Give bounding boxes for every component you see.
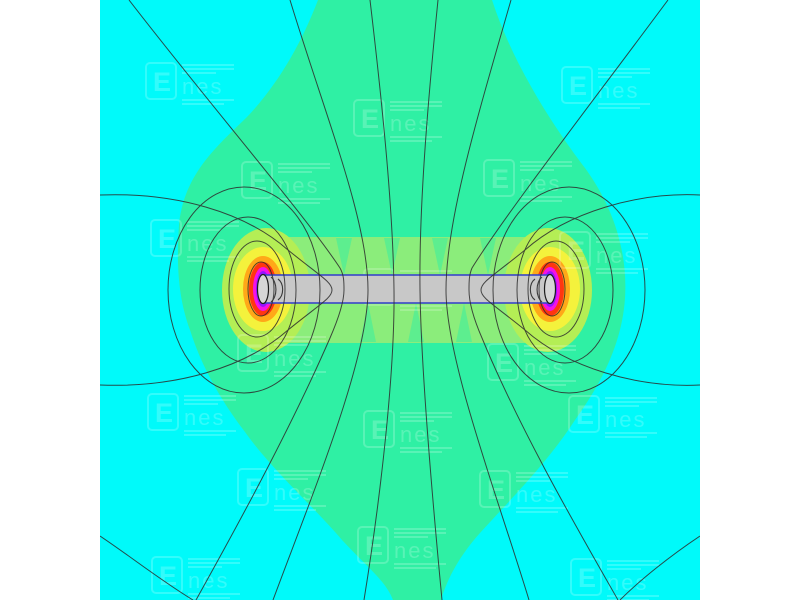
- plot-area: [100, 0, 700, 600]
- magnet-bar: [262, 274, 551, 304]
- flux-contour-lines: [100, 0, 700, 600]
- left-end-cap: [256, 273, 284, 305]
- right-end-cap: [529, 273, 557, 305]
- field-wedges: [336, 238, 496, 342]
